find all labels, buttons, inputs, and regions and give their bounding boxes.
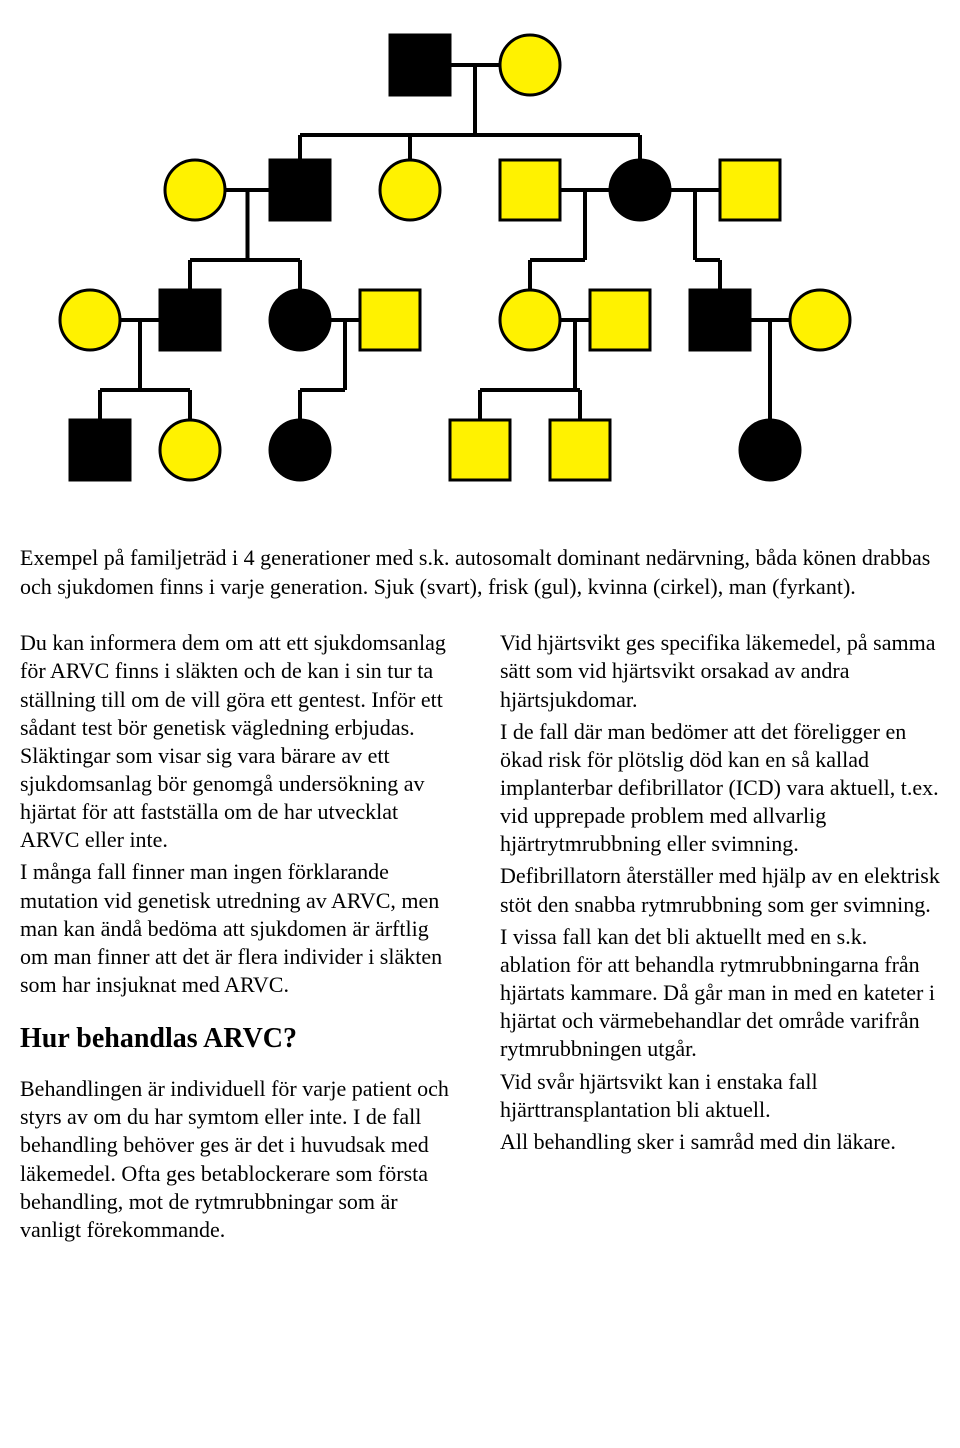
pedigree-female-icon [270, 290, 330, 350]
figure-caption: Exempel på familjeträd i 4 generationer … [20, 544, 940, 601]
pedigree-female-icon [160, 420, 220, 480]
pedigree-female-icon [500, 290, 560, 350]
pedigree-male-icon [550, 420, 610, 480]
left-p1: Du kan informera dem om att ett sjuk­dom… [20, 629, 460, 854]
pedigree-female-icon [500, 35, 560, 95]
pedigree-female-icon [380, 160, 440, 220]
text-columns: Du kan informera dem om att ett sjuk­dom… [20, 629, 940, 1248]
pedigree-male-icon [450, 420, 510, 480]
right-p4: I vissa fall kan det bli aktuellt med en… [500, 923, 940, 1064]
pedigree-male-icon [590, 290, 650, 350]
right-p6: All behandling sker i samråd med din läk… [500, 1128, 940, 1156]
left-p2: I många fall finner man ingen förkla­ran… [20, 858, 460, 999]
pedigree-male-icon [690, 290, 750, 350]
left-column: Du kan informera dem om att ett sjuk­dom… [20, 629, 460, 1248]
section-heading: Hur behandlas ARVC? [20, 1021, 460, 1057]
right-p2: I de fall där man bedömer att det före­l… [500, 718, 940, 859]
right-column: Vid hjärtsvikt ges specifika läkemedel, … [500, 629, 940, 1248]
right-p1: Vid hjärtsvikt ges specifika läkemedel, … [500, 629, 940, 713]
pedigree-female-icon [790, 290, 850, 350]
pedigree-female-icon [165, 160, 225, 220]
pedigree-male-icon [720, 160, 780, 220]
pedigree-male-icon [160, 290, 220, 350]
pedigree-male-icon [360, 290, 420, 350]
pedigree-svg [20, 0, 940, 530]
right-p5: Vid svår hjärtsvikt kan i enstaka fall h… [500, 1068, 940, 1124]
pedigree-male-icon [500, 160, 560, 220]
pedigree-female-icon [270, 420, 330, 480]
pedigree-male-icon [70, 420, 130, 480]
document-page: Exempel på familjeträd i 4 generationer … [0, 0, 960, 1288]
pedigree-diagram [20, 0, 940, 530]
left-p3: Behandlingen är individuell för varje pa… [20, 1075, 460, 1244]
right-p3: Defibrillatorn återställer med hjälp av … [500, 862, 940, 918]
pedigree-male-icon [390, 35, 450, 95]
pedigree-female-icon [60, 290, 120, 350]
pedigree-male-icon [270, 160, 330, 220]
pedigree-female-icon [610, 160, 670, 220]
pedigree-female-icon [740, 420, 800, 480]
